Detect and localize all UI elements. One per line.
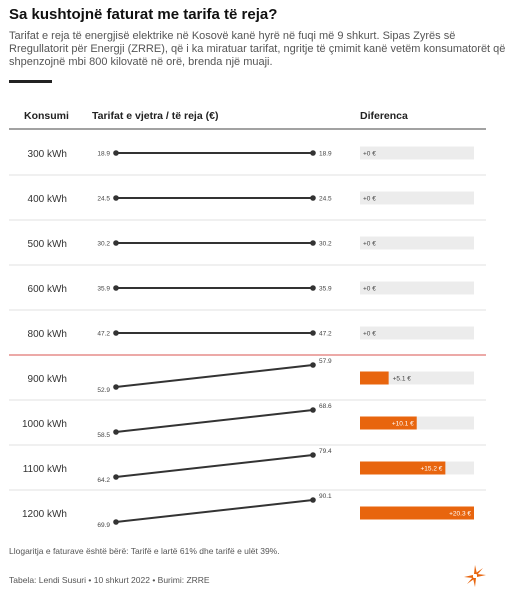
chart-subtitle: Tarifat e reja të energjisë elektrike në… <box>9 30 506 68</box>
old-value-label: 18.9 <box>97 151 110 158</box>
new-value-label: 47.2 <box>319 331 332 338</box>
chart-title: Sa kushtojnë faturat me tarifa të reja? <box>9 6 278 23</box>
new-value-label: 30.2 <box>319 241 332 248</box>
old-value-dot <box>113 285 119 291</box>
old-value-dot <box>113 150 119 156</box>
new-value-label: 18.9 <box>319 151 332 158</box>
diff-label: +0 € <box>363 196 376 203</box>
old-value-dot <box>113 384 119 390</box>
column-header-2: Diferenca <box>360 110 408 122</box>
row-label: 500 kWh <box>28 239 67 250</box>
old-value-label: 35.9 <box>97 286 110 293</box>
slope-line <box>115 364 314 388</box>
column-header-0: Konsumi <box>24 110 69 122</box>
old-value-label: 69.9 <box>97 522 110 529</box>
new-value-label: 24.5 <box>319 196 332 203</box>
diff-label: +0 € <box>363 286 376 293</box>
row-label: 300 kWh <box>28 149 67 160</box>
diff-bar <box>360 506 474 520</box>
new-value-label: 35.9 <box>319 286 332 293</box>
old-value-label: 58.5 <box>97 432 110 439</box>
diff-label: +20.3 € <box>449 511 471 518</box>
diff-bar-bg <box>360 191 474 205</box>
row-label: 1100 kWh <box>23 464 67 475</box>
slope-line <box>115 409 314 433</box>
new-value-dot <box>310 330 316 336</box>
diff-bar-bg <box>360 146 474 160</box>
row-label: 600 kWh <box>28 284 67 295</box>
diff-bar-bg <box>360 281 474 295</box>
column-header-1: Tarifat e vjetra / të reja (€) <box>92 110 218 122</box>
new-value-label: 68.6 <box>319 403 332 410</box>
slope-line <box>115 499 314 523</box>
diff-label: +10.1 € <box>392 421 414 428</box>
row-label: 800 kWh <box>28 329 67 340</box>
row-label: 400 kWh <box>28 194 67 205</box>
diff-label: +0 € <box>363 151 376 158</box>
diff-label: +5.1 € <box>393 376 412 383</box>
diff-label: +0 € <box>363 331 376 338</box>
old-value-dot <box>113 195 119 201</box>
new-value-label: 57.9 <box>319 358 332 365</box>
old-value-dot <box>113 330 119 336</box>
new-value-dot <box>310 362 316 368</box>
row-label: 1000 kWh <box>22 419 67 430</box>
old-value-label: 24.5 <box>97 196 110 203</box>
old-value-label: 47.2 <box>97 331 110 338</box>
new-value-label: 79.4 <box>319 448 332 455</box>
new-value-dot <box>310 497 316 503</box>
diff-bar <box>360 371 389 385</box>
new-value-dot <box>310 150 316 156</box>
source-credit: Tabela: Lendi Susuri • 10 shkurt 2022 • … <box>9 575 210 585</box>
old-value-label: 30.2 <box>97 241 110 248</box>
new-value-dot <box>310 407 316 413</box>
slope-line <box>115 454 314 478</box>
old-value-dot <box>113 240 119 246</box>
diff-bar-bg <box>360 236 474 250</box>
row-label: 1200 kWh <box>22 509 67 520</box>
new-value-dot <box>310 285 316 291</box>
diff-label: +0 € <box>363 241 376 248</box>
diff-bar <box>360 416 417 430</box>
diff-bar-bg <box>360 326 474 340</box>
old-value-dot <box>113 474 119 480</box>
old-value-label: 64.2 <box>97 477 110 484</box>
new-value-dot <box>310 240 316 246</box>
slope-table-chart: Konsumi Tarifat e vjetra / të reja (€) Dif… <box>9 110 486 529</box>
diff-bar <box>360 461 446 475</box>
new-value-dot <box>310 195 316 201</box>
diff-label: +15.2 € <box>420 466 442 473</box>
new-value-label: 90.1 <box>319 493 332 500</box>
footnote: Llogaritja e faturave është bërë: Tarifë… <box>9 546 280 556</box>
row-label: 900 kWh <box>28 374 67 385</box>
accent-bar <box>9 80 52 83</box>
rfe-logo-icon <box>464 565 486 587</box>
new-value-dot <box>310 452 316 458</box>
old-value-dot <box>113 519 119 525</box>
old-value-label: 52.9 <box>97 387 110 394</box>
old-value-dot <box>113 429 119 435</box>
